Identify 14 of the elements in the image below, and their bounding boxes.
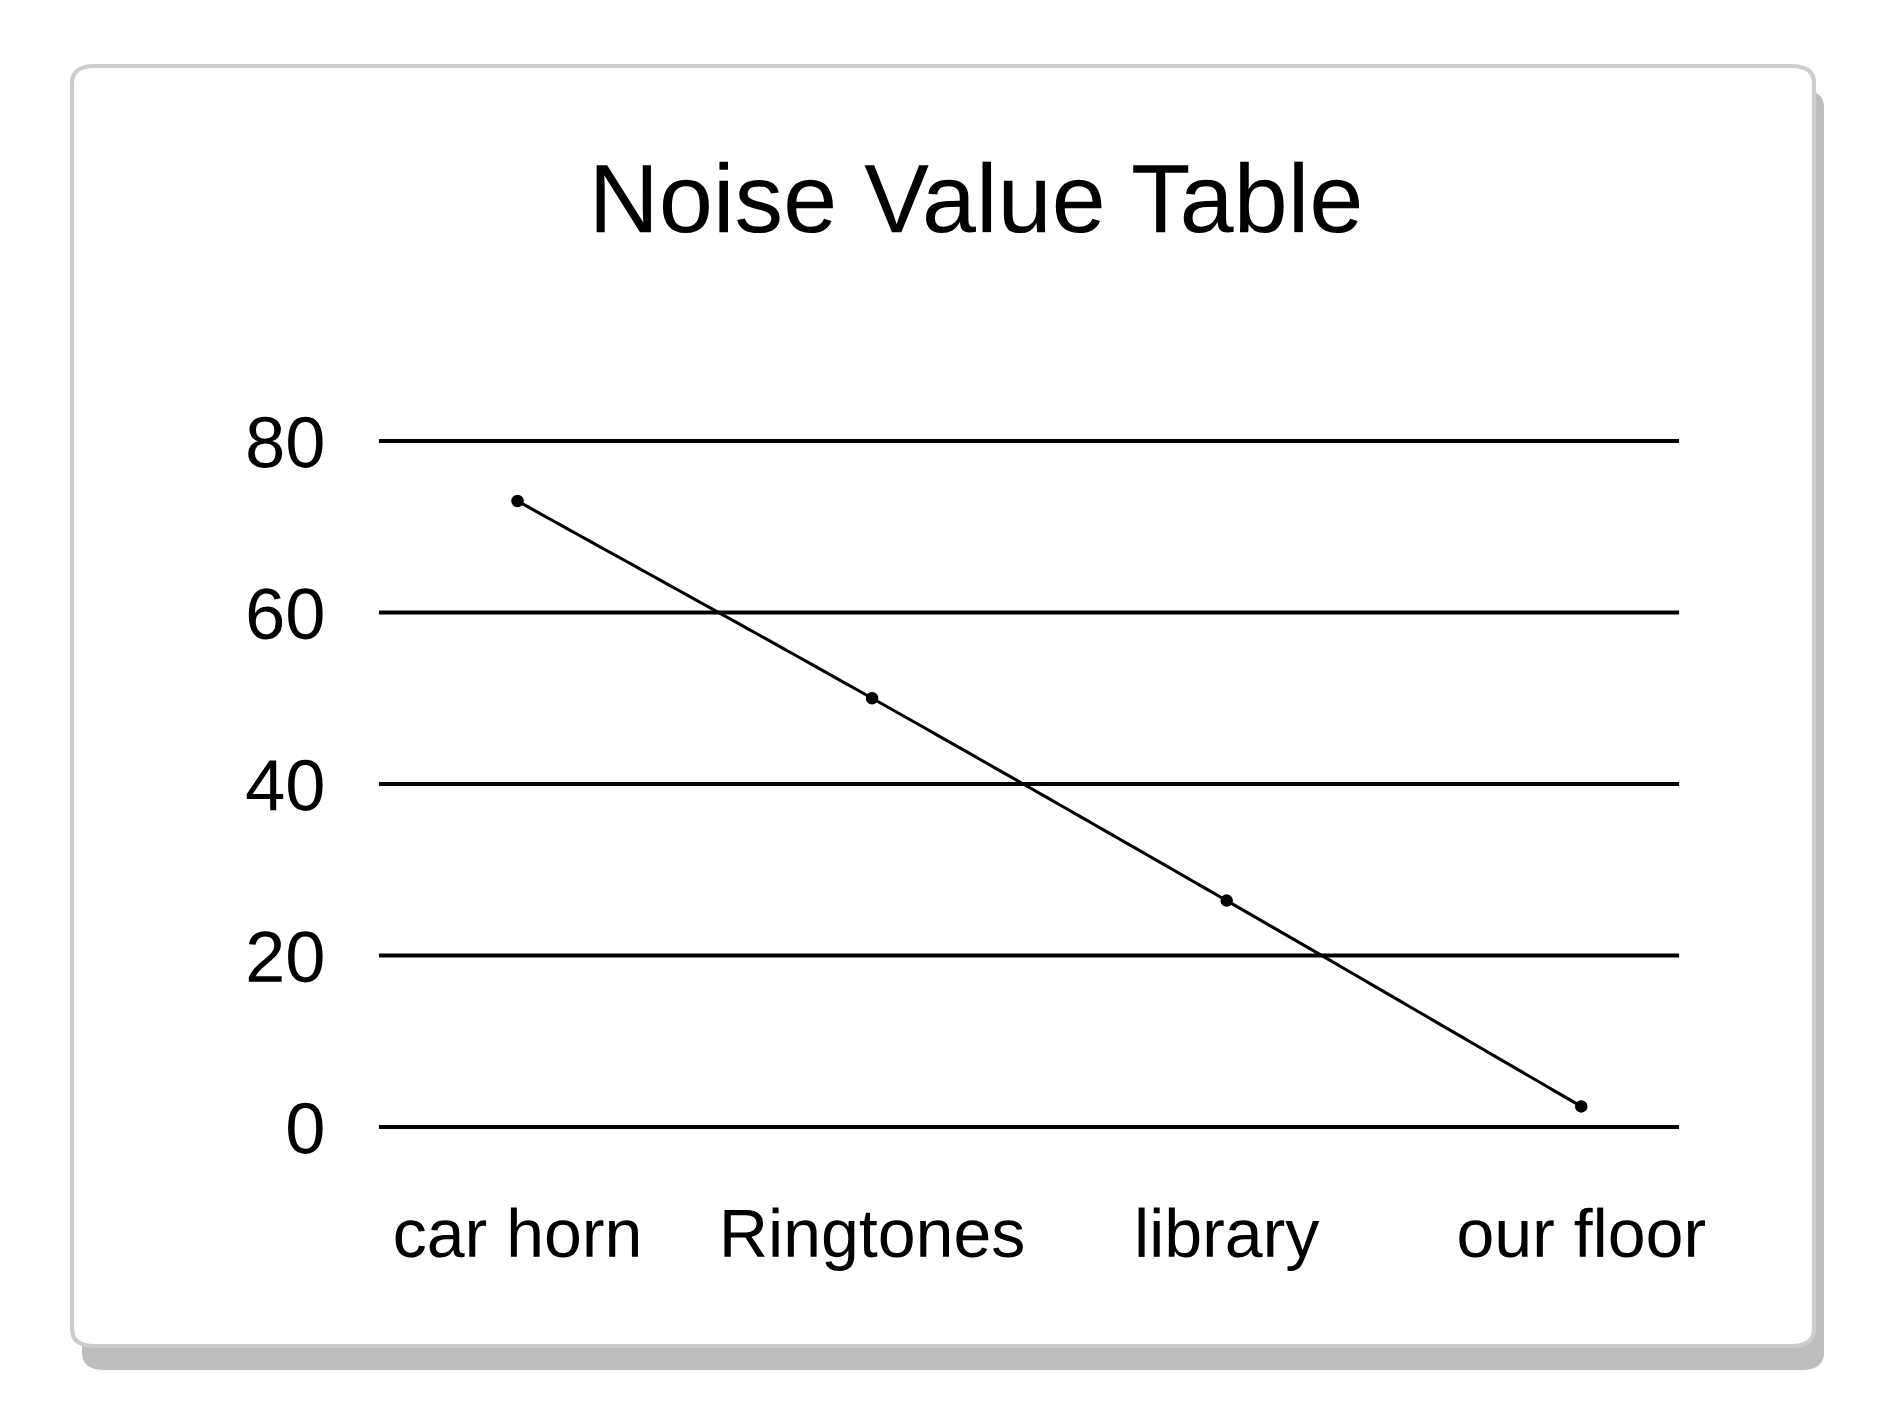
y-tick-label: 60 [248, 588, 323, 640]
x-tick-label: Ringtones [724, 1207, 1023, 1271]
chart-title: Noise Value Table [596, 161, 1360, 234]
y-tick-label: 20 [248, 931, 323, 983]
x-tick-label: library [1138, 1207, 1320, 1271]
point [865, 691, 879, 705]
y-tick-label: 0 [288, 1102, 323, 1154]
point [1220, 894, 1233, 907]
point [1575, 1100, 1588, 1113]
y-tick-label: 80 [248, 416, 323, 468]
y-tick-label: 40 [246, 759, 323, 811]
x-tick-label: car horn [395, 1207, 638, 1258]
x-tick-label: our floor [1459, 1207, 1705, 1258]
point [511, 494, 524, 508]
